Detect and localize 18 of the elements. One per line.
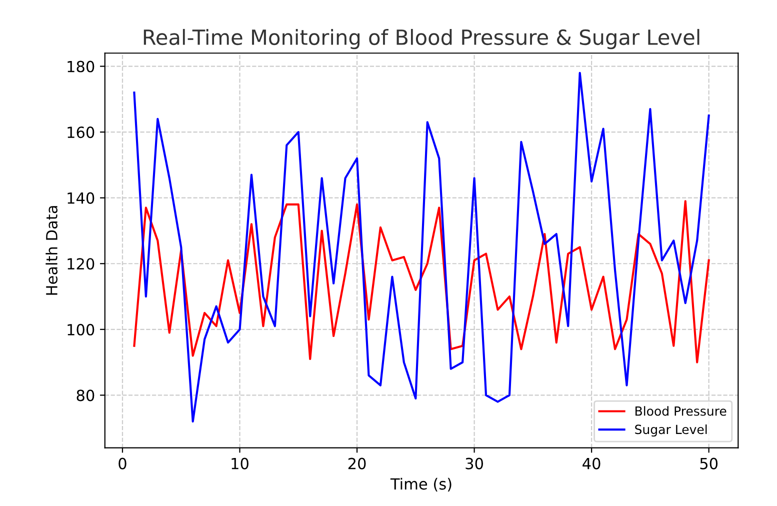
y-tick-label: 80 bbox=[76, 390, 94, 402]
y-tick-label: 120 bbox=[68, 258, 94, 270]
x-tick-label: 10 bbox=[232, 458, 248, 470]
y-tick-label: 100 bbox=[68, 324, 94, 336]
x-tick-label: 20 bbox=[348, 458, 366, 470]
x-tick-label: 0 bbox=[118, 458, 126, 470]
y-tick-label: 160 bbox=[68, 126, 94, 138]
legend-label: Blood Pressure bbox=[636, 406, 726, 416]
legend-label: Sugar Level bbox=[635, 424, 707, 437]
x-axis-title: Time (s) bbox=[390, 478, 452, 492]
y-tick-label: 140 bbox=[68, 192, 94, 204]
x-tick-label: 30 bbox=[466, 458, 483, 470]
x-tick-label: 40 bbox=[582, 458, 600, 470]
x-tick-label: 50 bbox=[700, 458, 718, 470]
chart-title: Real-Time Monitoring of Blood Pressure & Sugar Level bbox=[144, 28, 700, 50]
line-series bbox=[133, 200, 710, 364]
y-axis-title: Health Data bbox=[46, 206, 58, 295]
y-tick-label: 180 bbox=[68, 60, 94, 72]
